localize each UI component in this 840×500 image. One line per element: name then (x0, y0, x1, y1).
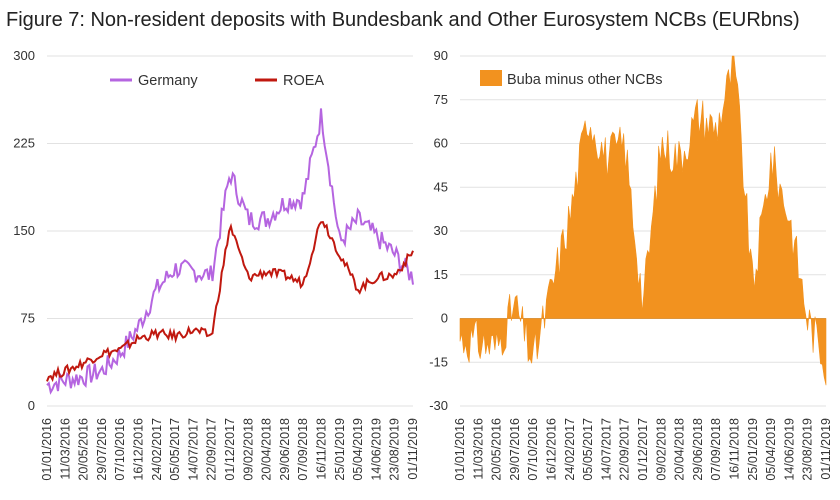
x-tick-label: 23/08/2019 (388, 418, 402, 481)
x-tick-label: 24/02/2017 (150, 418, 164, 481)
x-tick-label: 01/12/2017 (223, 418, 237, 481)
x-tick-label: 05/04/2019 (764, 418, 778, 481)
area-buba (459, 55, 827, 386)
right-area-chart: -30 -15 0 15 30 45 60 75 90 01/01/2016 11/03/2016 2… (429, 48, 833, 481)
x-tick-label: 01/11/2019 (406, 418, 420, 480)
x-tick-label: 11/03/2016 (58, 418, 72, 480)
x-tick-label: 23/08/2019 (801, 418, 815, 481)
x-tick-label: 07/10/2016 (526, 418, 540, 481)
x-tick-label: 07/09/2018 (709, 418, 723, 481)
legend-label: Buba minus other NCBs (507, 72, 663, 88)
x-tick-label: 09/02/2018 (241, 418, 255, 481)
x-tick-label: 20/05/2016 (77, 418, 91, 481)
x-tick-label: 29/07/2016 (95, 418, 109, 481)
x-tick-label: 29/06/2018 (278, 418, 292, 481)
x-tick-label: 16/12/2016 (132, 418, 146, 481)
y-tick-label: 60 (434, 136, 448, 151)
legend-label: ROEA (283, 73, 324, 89)
y-tick-label: 90 (434, 48, 448, 63)
x-tick-label: 01/01/2016 (40, 418, 54, 481)
x-tick-label: 01/12/2017 (636, 418, 650, 481)
x-tick-label: 24/02/2017 (563, 418, 577, 481)
x-tick-label: 01/01/2016 (453, 418, 467, 481)
x-tick-label: 20/05/2016 (490, 418, 504, 481)
x-tick-label: 25/01/2019 (333, 418, 347, 481)
x-tick-label: 20/04/2018 (673, 418, 687, 481)
x-tick-label: 16/11/2018 (315, 418, 329, 480)
y-tick-label: 30 (434, 223, 448, 238)
x-tick-label: 14/07/2017 (599, 418, 613, 481)
left-line-chart: 0 75 150 225 300 01/01/2016 11/03/2016 20/05/20… (13, 48, 420, 481)
x-tick-label: 14/06/2019 (369, 418, 383, 481)
y-tick-label: 75 (434, 92, 448, 107)
y-tick-label: 15 (434, 267, 448, 282)
figure-title: Figure 7: Non-resident deposits with Bun… (6, 9, 800, 31)
x-tick-label: 20/04/2018 (260, 418, 274, 481)
x-tick-label: 25/01/2019 (746, 418, 760, 481)
x-tick-label: 14/07/2017 (186, 418, 200, 481)
y-tick-label: 0 (28, 398, 35, 413)
x-tick-label: 16/12/2016 (545, 418, 559, 481)
x-tick-label: 05/05/2017 (581, 418, 595, 481)
x-tick-label: 29/06/2018 (691, 418, 705, 481)
x-tick-label: 14/06/2019 (782, 418, 796, 481)
legend-swatch (480, 70, 502, 86)
y-tick-label: 45 (434, 179, 448, 194)
y-tick-label: 225 (13, 136, 35, 151)
x-tick-label: 07/10/2016 (113, 418, 127, 481)
series-line-germany (46, 108, 414, 395)
x-tick-label: 11/03/2016 (471, 418, 485, 480)
x-tick-label: 05/04/2019 (351, 418, 365, 481)
x-tick-label: 07/09/2018 (296, 418, 310, 481)
legend-label: Germany (138, 73, 198, 89)
x-tick-label: 01/11/2019 (819, 418, 833, 480)
x-tick-label: 29/07/2016 (508, 418, 522, 481)
x-tick-label: 05/05/2017 (168, 418, 182, 481)
y-tick-label: 75 (21, 311, 35, 326)
x-tick-label: 22/09/2017 (618, 418, 632, 481)
y-tick-label: -30 (429, 398, 448, 413)
x-tick-label: 22/09/2017 (205, 418, 219, 481)
y-tick-label: 300 (13, 48, 35, 63)
y-tick-label: 0 (441, 311, 448, 326)
series-line-roea (46, 221, 414, 383)
x-tick-label: 09/02/2018 (654, 418, 668, 481)
y-tick-label: 150 (13, 223, 35, 238)
x-tick-label: 16/11/2018 (728, 418, 742, 480)
y-tick-label: -15 (429, 354, 448, 369)
